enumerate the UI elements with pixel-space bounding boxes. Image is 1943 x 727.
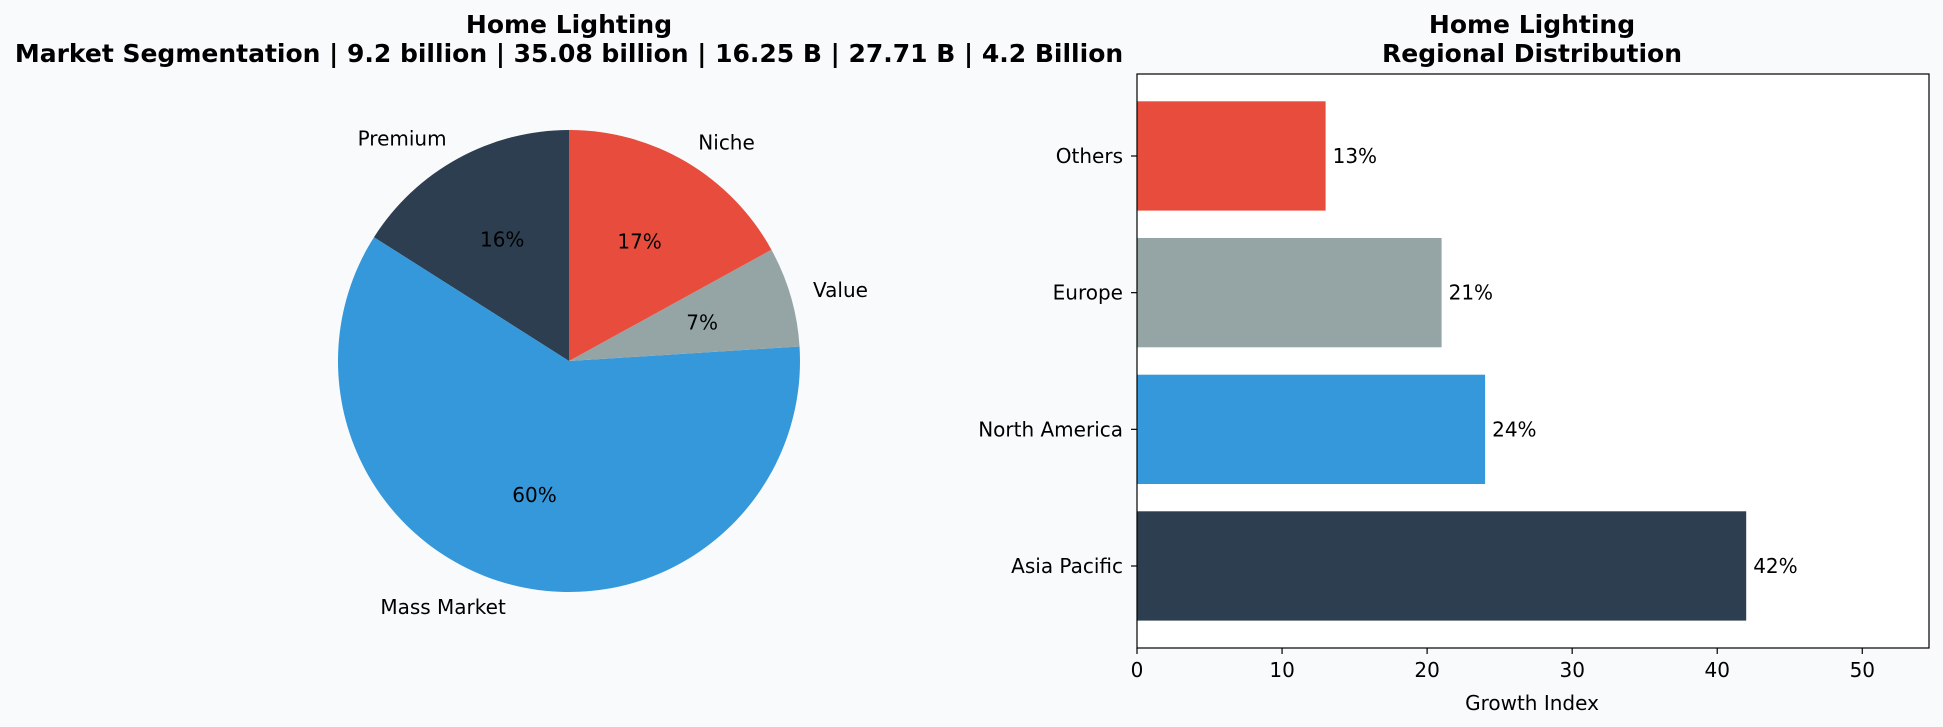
y-tick-label: North America	[978, 417, 1123, 441]
bar-others	[1137, 101, 1326, 211]
x-tick-label: 10	[1269, 658, 1294, 682]
pie-slice-premium	[373, 130, 569, 361]
pie-percent-label: 17%	[617, 230, 661, 254]
y-tick-label: Others	[1056, 144, 1123, 168]
pie-subtitle: Market Segmentation | 9.2 billion | 35.0…	[15, 39, 1123, 68]
pie-category-label: Premium	[358, 126, 447, 150]
bar-value-label: 24%	[1492, 417, 1536, 441]
bar-chart: 42% Asia Pacific 24% North America 21% Europe…	[978, 101, 1875, 682]
bar-plot-frame	[1136, 73, 1930, 649]
bar-asia-pacific	[1137, 511, 1747, 621]
x-tick-label: 30	[1559, 658, 1584, 682]
y-tick-label: Asia Pacific	[1011, 554, 1123, 578]
bar-x-axis-label: Growth Index	[1465, 691, 1599, 715]
pie-percent-label: 60%	[512, 483, 556, 507]
pie-chart: 16% Premium 60% Mass Market 7% Value 17% Niche	[337, 126, 868, 619]
bar-value-label: 21%	[1449, 281, 1493, 305]
pie-slice-value	[569, 249, 800, 361]
pie-title: Home Lighting	[466, 10, 672, 39]
pie-percent-label: 16%	[480, 228, 524, 252]
bar-title: Home Lighting	[1429, 10, 1635, 39]
x-tick-label: 50	[1850, 658, 1875, 682]
bar-europe	[1137, 238, 1442, 348]
pie-slice-niche	[569, 130, 772, 361]
pie-category-label: Value	[813, 278, 868, 302]
bar-value-label: 13%	[1333, 144, 1377, 168]
pie-slice-mass-market	[337, 237, 800, 593]
y-tick-label: Europe	[1053, 281, 1123, 305]
x-tick-label: 20	[1414, 658, 1439, 682]
pie-category-label: Mass Market	[380, 595, 506, 619]
bar-north-america	[1137, 374, 1486, 484]
x-tick-label: 0	[1131, 658, 1144, 682]
bar-subtitle: Regional Distribution	[1382, 39, 1682, 68]
pie-category-label: Niche	[698, 130, 755, 154]
x-tick-label: 40	[1704, 658, 1729, 682]
pie-percent-label: 7%	[686, 310, 718, 334]
bar-value-label: 42%	[1753, 554, 1797, 578]
